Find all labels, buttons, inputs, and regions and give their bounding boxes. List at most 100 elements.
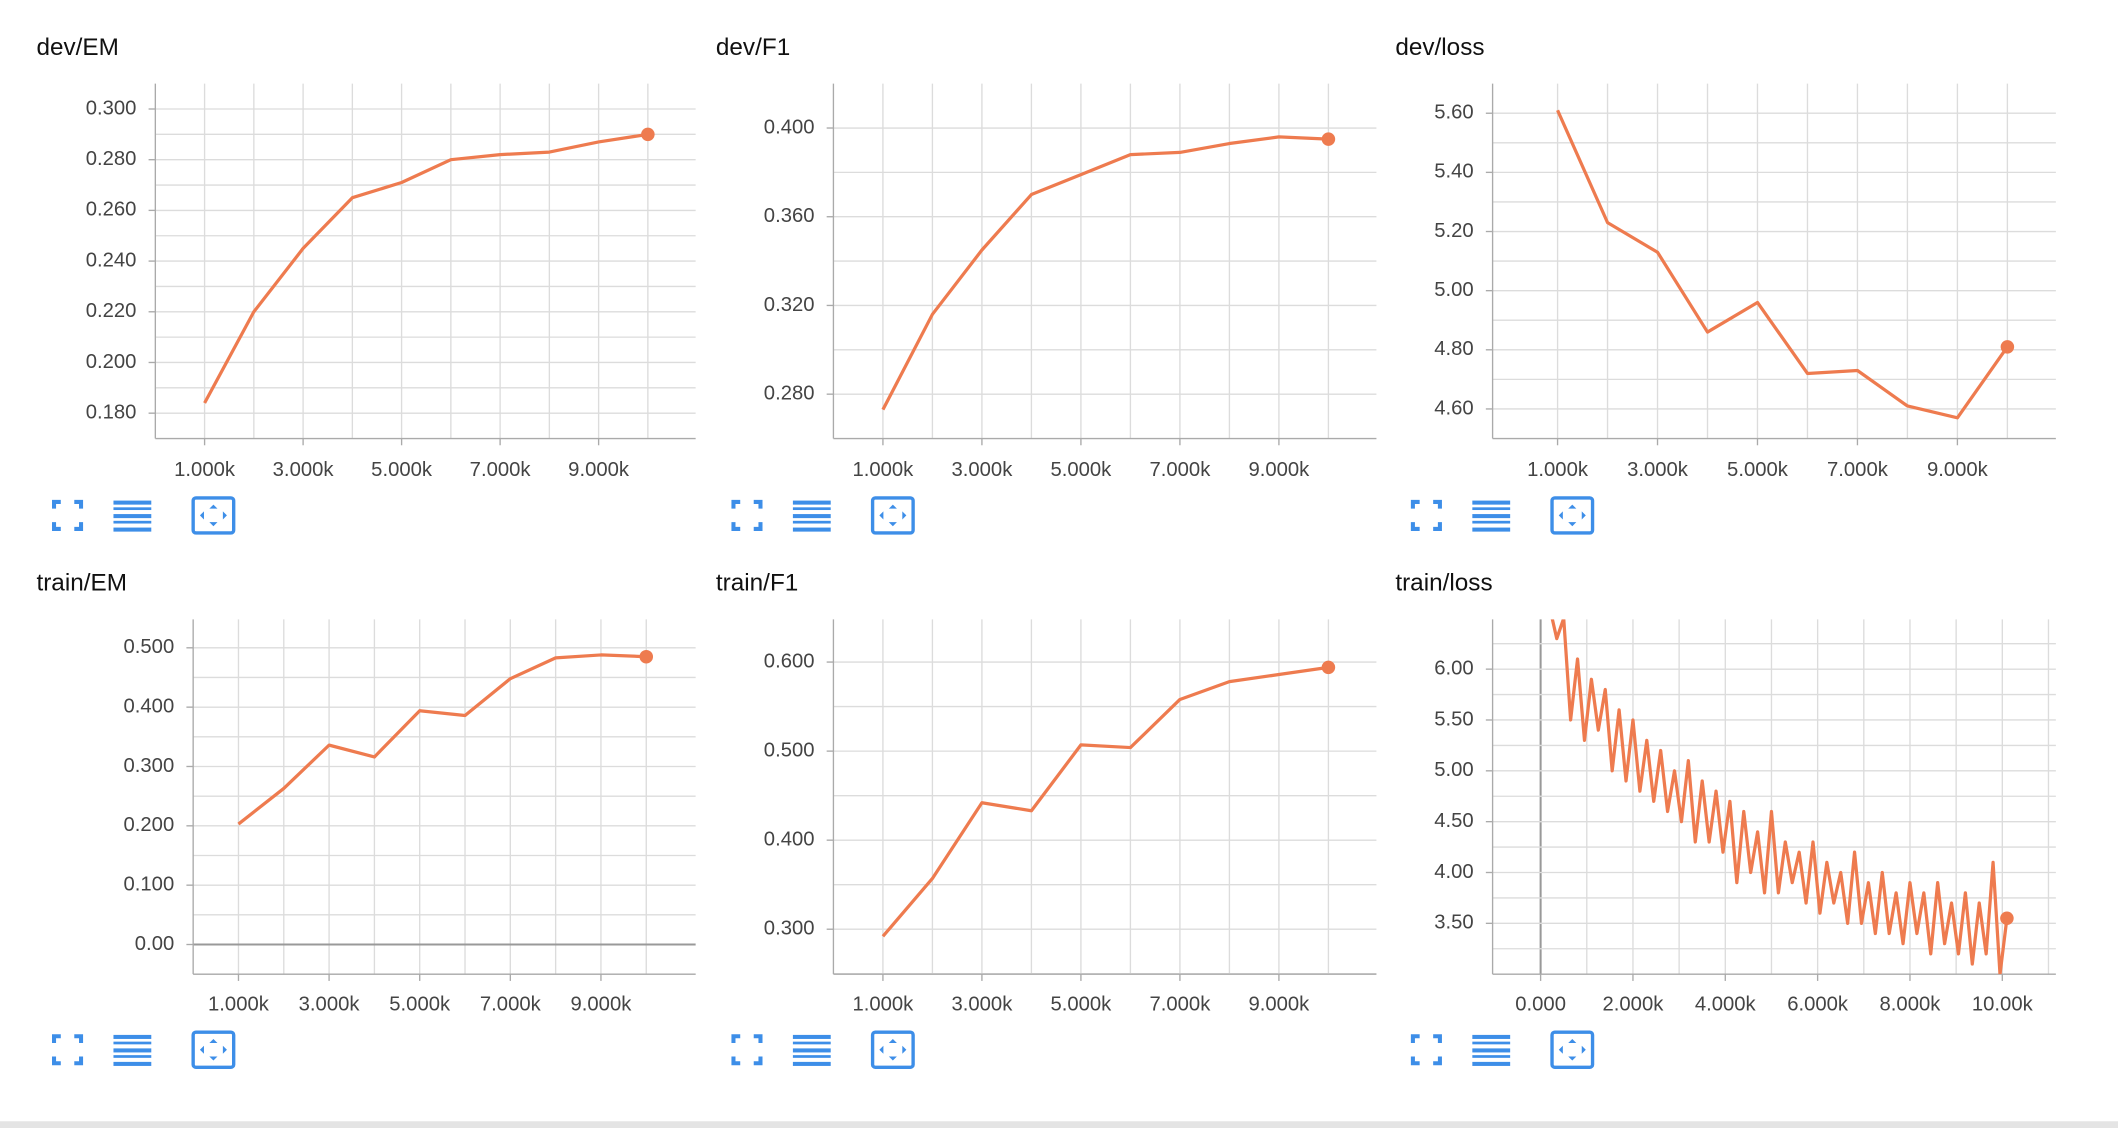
y-tick-label: 0.300 xyxy=(86,97,137,119)
y-tick-label: 5.50 xyxy=(1434,708,1473,730)
fullscreen-icon[interactable] xyxy=(52,1034,84,1066)
icon-bar xyxy=(792,500,831,505)
y-tick-label: 0.400 xyxy=(764,829,815,851)
log-scale-icon[interactable] xyxy=(1472,500,1511,532)
last-point xyxy=(641,127,655,142)
icon-bar xyxy=(113,1041,152,1045)
chart-panel: dev/loss 4.60 4.80 5.00 5.20 5.40 5.60 1.000k 3.… xyxy=(1395,34,2056,535)
fit-domain-icon[interactable] xyxy=(870,496,915,535)
x-tick-label: 9.000k xyxy=(1248,459,1310,481)
x-tick-label: 1.000k xyxy=(208,994,270,1016)
icon-bar xyxy=(1472,1048,1511,1053)
x-tick-label: 10.00k xyxy=(1972,994,2034,1016)
y-tick-label: 0.360 xyxy=(764,205,815,227)
y-tick-label: 0.400 xyxy=(764,116,815,138)
icon-bar xyxy=(1472,1055,1511,1058)
fit-domain-icon[interactable] xyxy=(1550,1030,1595,1069)
fullscreen-icon[interactable] xyxy=(1410,1034,1442,1066)
log-scale-icon[interactable] xyxy=(113,500,152,532)
y-tick-label: 0.500 xyxy=(124,636,175,658)
icon-bar xyxy=(792,1034,831,1039)
icon-bar xyxy=(113,1055,152,1058)
y-tick-label: 0.260 xyxy=(86,199,137,221)
icon-bar xyxy=(1472,1041,1511,1045)
chart-title: train/F1 xyxy=(716,570,798,597)
series-line xyxy=(881,135,1329,411)
toolbar xyxy=(1410,1030,1595,1069)
icon-bar xyxy=(113,527,152,532)
y-tick-label: 0.500 xyxy=(764,739,815,761)
y-tick-label: 0.220 xyxy=(86,300,137,322)
chart-title: train/loss xyxy=(1395,570,1492,597)
toolbar xyxy=(52,496,236,535)
x-tick-label: 5.000k xyxy=(389,994,451,1016)
icon-bar xyxy=(1472,507,1511,511)
icon-bar xyxy=(113,514,152,519)
log-scale-icon[interactable] xyxy=(792,1034,831,1066)
icon-bar xyxy=(113,1034,152,1039)
y-tick-label: 0.300 xyxy=(124,755,175,777)
fit-domain-icon[interactable] xyxy=(191,496,236,535)
last-point xyxy=(1321,132,1336,146)
y-tick-label: 5.60 xyxy=(1434,102,1473,124)
chart-panel: dev/F1 0.280 0.320 0.360 0.400 1.000k 3.000k 5.… xyxy=(716,34,1377,535)
icon-bar xyxy=(792,1048,831,1053)
icon-bar xyxy=(1472,1061,1511,1066)
chart-panel: train/F1 0.300 0.400 0.500 0.600 1.000k 3.000k… xyxy=(716,570,1377,1069)
last-point xyxy=(639,649,654,664)
y-tick-label: 4.00 xyxy=(1434,861,1473,883)
y-tick-label: 0.400 xyxy=(124,695,175,717)
x-tick-label: 7.000k xyxy=(1149,459,1211,481)
icon-bar xyxy=(792,514,831,519)
y-tick-label: 0.280 xyxy=(86,148,137,170)
icon-bar xyxy=(792,1061,831,1066)
y-tick-label: 0.280 xyxy=(764,383,815,405)
fullscreen-icon[interactable] xyxy=(52,499,84,531)
x-tick-label: 7.000k xyxy=(470,459,532,481)
x-tick-label: 6.000k xyxy=(1787,994,1849,1016)
x-tick-label: 9.000k xyxy=(1927,459,1989,481)
icon-bar xyxy=(113,520,152,524)
last-point xyxy=(1321,660,1336,675)
x-tick-label: 3.000k xyxy=(273,459,335,481)
y-tick-label: 0.100 xyxy=(124,874,175,896)
x-tick-label: 5.000k xyxy=(371,459,433,481)
x-tick-label: 8.000k xyxy=(1880,994,1942,1016)
x-tick-label: 1.000k xyxy=(852,459,914,481)
fullscreen-icon[interactable] xyxy=(731,1034,763,1066)
y-tick-label: 5.00 xyxy=(1434,759,1473,781)
icon-bar xyxy=(113,1061,152,1066)
fit-domain-icon[interactable] xyxy=(1550,496,1595,535)
y-tick-label: 0.200 xyxy=(86,351,137,373)
icon-bar xyxy=(792,1041,831,1045)
y-tick-label: 0.200 xyxy=(124,814,175,836)
y-tick-label: 4.50 xyxy=(1434,810,1473,832)
icon-bar xyxy=(1472,514,1511,519)
chart-title: dev/EM xyxy=(36,34,118,61)
chart-title: dev/loss xyxy=(1395,34,1484,61)
y-tick-label: 0.300 xyxy=(764,918,815,940)
y-tick-label: 6.00 xyxy=(1434,657,1473,679)
log-scale-icon[interactable] xyxy=(1472,1034,1511,1066)
fit-domain-icon[interactable] xyxy=(191,1030,236,1069)
x-tick-label: 7.000k xyxy=(1827,459,1889,481)
series-line xyxy=(881,665,1329,938)
icon-bar xyxy=(1472,500,1511,505)
chart-panel: train/EM 0.00 0.100 0.200 0.300 0.400 0.500 1.0… xyxy=(36,570,696,1069)
y-tick-label: 0.600 xyxy=(764,650,815,672)
x-tick-label: 3.000k xyxy=(951,994,1013,1016)
toolbar xyxy=(731,496,915,535)
last-point xyxy=(2000,911,2014,926)
chart-panel: train/loss 3.50 4.00 4.50 5.00 5.50 6.00 0.000 2… xyxy=(1395,570,2056,1069)
log-scale-icon[interactable] xyxy=(113,1034,152,1066)
fit-domain-icon[interactable] xyxy=(870,1030,915,1069)
series-line xyxy=(237,653,647,826)
fullscreen-icon[interactable] xyxy=(731,499,763,531)
log-scale-icon[interactable] xyxy=(792,500,831,532)
fullscreen-icon[interactable] xyxy=(1410,499,1442,531)
toolbar xyxy=(731,1030,915,1069)
y-tick-label: 4.80 xyxy=(1434,338,1473,360)
